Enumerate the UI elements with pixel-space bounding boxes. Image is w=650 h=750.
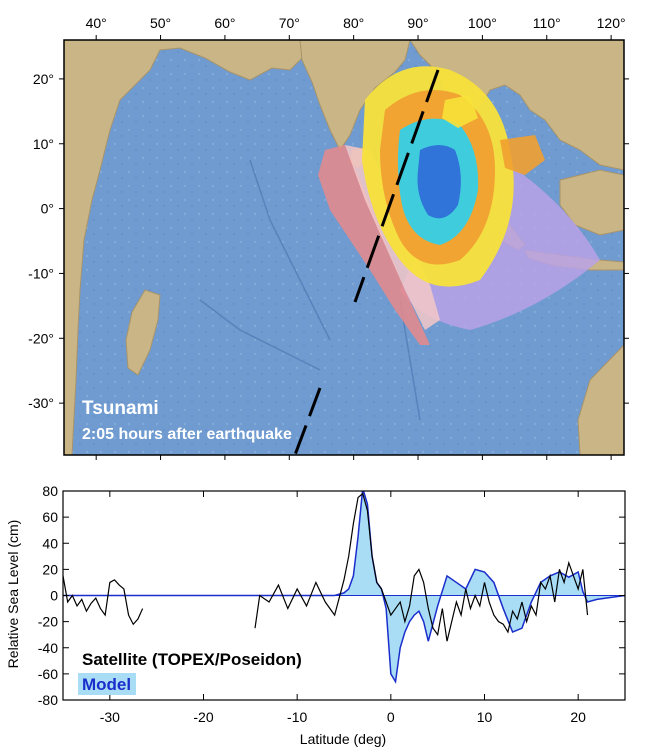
lat-tick-label: -20° [28,330,54,346]
y-tick-label: -20 [38,614,58,630]
y-tick-label: 0 [50,588,58,604]
y-tick-label: 20 [42,561,58,577]
lon-tick-label: 40° [86,15,107,31]
satellite-ground-track [353,69,440,303]
lon-tick-label: 70° [279,15,300,31]
tsunami-wave-field [318,66,600,345]
legend-model: Model [82,675,131,694]
x-tick-label: -10 [287,709,307,725]
chart-series-group [63,491,625,684]
y-tick-label: -40 [38,640,58,656]
x-tick-label: -30 [100,709,120,725]
land-madagascar [125,289,161,376]
y-tick-label: 80 [42,483,58,499]
y-axis-title: Relative Sea Level (cm) [5,520,21,669]
model-line [63,491,625,684]
lon-tick-label: 80° [343,15,364,31]
wave-ring-blue-core [417,145,461,219]
x-tick-label: 0 [387,709,395,725]
lon-tick-label: 90° [407,15,428,31]
x-tick-label: 10 [477,709,493,725]
map-area: Tsunami 2:05 hours after earthquake [64,40,624,455]
lon-tick-label: 100° [468,15,497,31]
lat-tick-label: 10° [33,136,54,152]
x-tick-label: 20 [570,709,586,725]
wave-spot-orange-east [500,135,545,175]
map-caption-title: Tsunami [82,398,159,419]
legend-model-swatch [78,673,136,695]
chart-axes: -30 -20 -10 0 10 20 80 60 40 20 0 -20 -40 -60 -80 [38,483,626,725]
longitude-labels: 40° 50° 60° 70° 80° 90° 100° 110° 120° [86,15,626,31]
y-tick-label: -60 [38,666,58,682]
lon-tick-label: 120° [597,15,626,31]
land-india [299,40,411,151]
y-tick-label: -80 [38,692,58,708]
map-graticule-ticks [59,35,629,460]
lat-tick-label: -10° [28,265,54,281]
latitude-labels: 20° 10° 0° -10° -20° -30° [28,71,54,411]
chart-plot-area [63,491,625,684]
model-area-fill [63,491,625,682]
map-frame [63,39,625,456]
satellite-ground-track-south [293,387,322,455]
lat-tick-label: 0° [41,201,54,217]
tsunami-propagation-map: Tsunami 2:05 hours after earthquake 40° 5… [28,15,629,460]
y-tick-label: 60 [42,509,58,525]
chart-frame [62,490,626,701]
satellite-line [63,492,589,642]
lon-tick-label: 60° [214,15,235,31]
x-tick-label: -20 [193,709,213,725]
legend-satellite: Satellite (TOPEX/Poseidon) [82,650,302,669]
land-borneo [559,169,624,236]
map-caption-subtitle: 2:05 hours after earthquake [82,426,292,443]
y-tick-label: 40 [42,535,58,551]
lat-tick-label: 20° [33,71,54,87]
lon-tick-label: 50° [150,15,171,31]
lat-tick-label: -30° [28,395,54,411]
land-australia [577,344,624,455]
wave-spot-yellow-north [442,95,478,128]
land-africa-arabia [64,40,306,455]
x-axis-title: Latitude (deg) [300,731,386,747]
chart-legend: Satellite (TOPEX/Poseidon) Model [78,650,302,695]
lon-tick-label: 110° [533,15,561,31]
